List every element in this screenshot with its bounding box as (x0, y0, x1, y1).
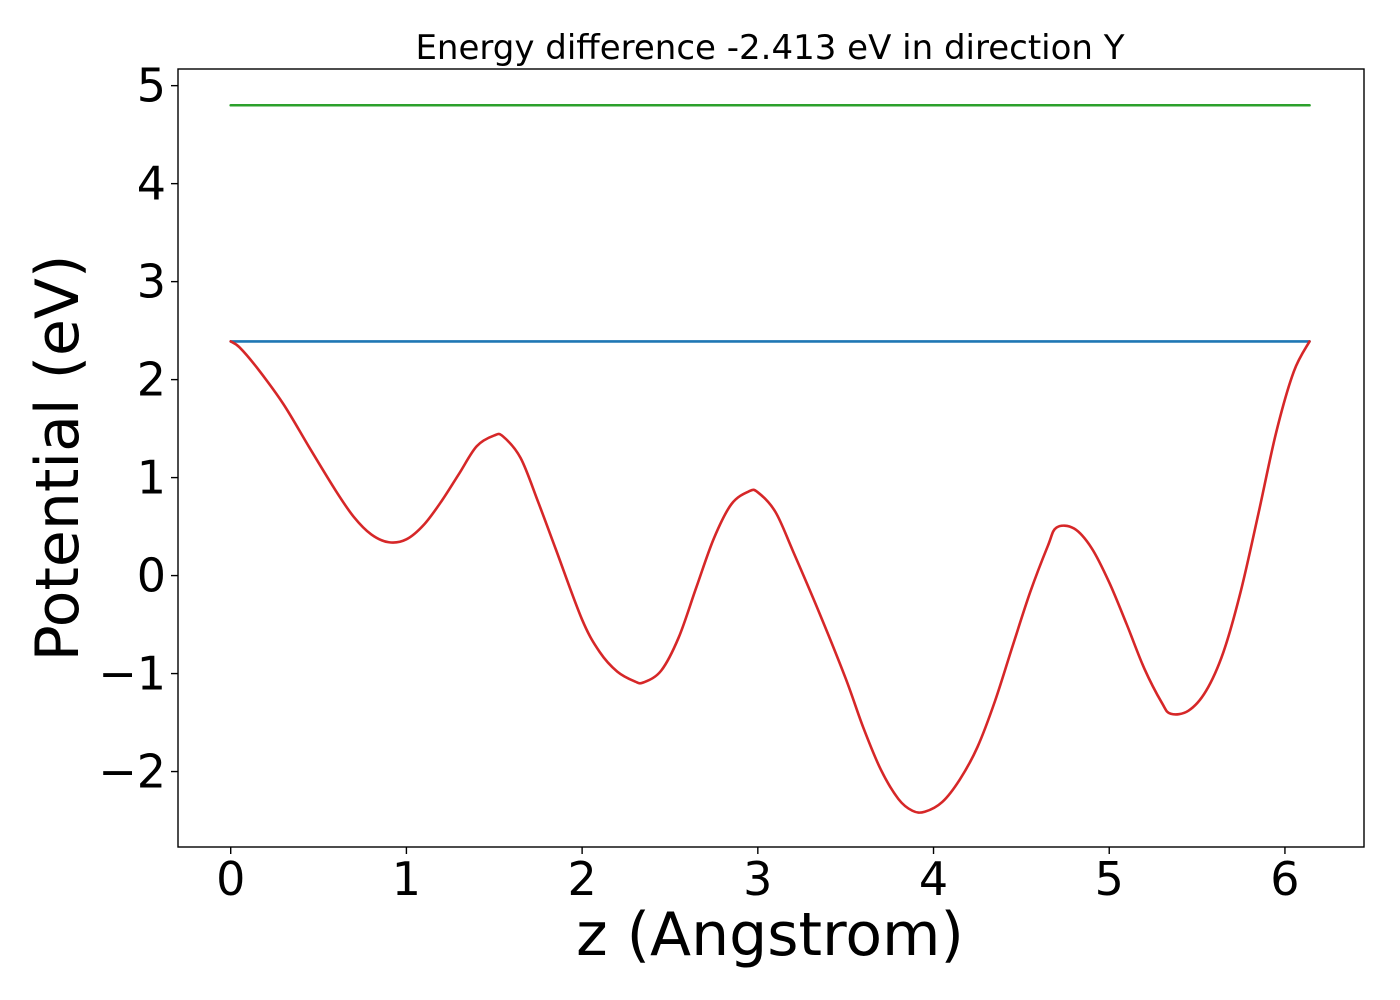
x-tick-label: 0 (216, 852, 245, 906)
chart-title: Energy difference -2.413 eV in direction… (415, 28, 1124, 68)
x-tick-label: 5 (1095, 852, 1124, 906)
y-tick-label: −1 (98, 647, 166, 701)
x-tick-label: 6 (1270, 852, 1299, 906)
x-axis-ticks: 0 1 2 3 4 5 6 (216, 847, 1300, 906)
y-axis-label: Potential (eV) (23, 255, 93, 662)
y-tick-label: 0 (137, 549, 166, 603)
x-axis-label: z (Angstrom) (576, 900, 964, 970)
x-tick-label: 2 (567, 852, 596, 906)
y-tick-label: 1 (137, 451, 166, 505)
y-tick-label: 3 (137, 255, 166, 309)
plot-area-frame (177, 68, 1365, 848)
x-tick-label: 4 (919, 852, 948, 906)
y-tick-label: −2 (98, 745, 166, 799)
y-tick-label: 5 (137, 59, 166, 113)
y-tick-label: 2 (137, 353, 166, 407)
x-tick-label: 1 (392, 852, 421, 906)
x-tick-label: 3 (743, 852, 772, 906)
series-line-2 (229, 340, 1311, 814)
series-layer (229, 103, 1311, 814)
y-axis-ticks: −2 −1 0 1 2 3 4 5 (98, 59, 178, 799)
y-tick-label: 4 (137, 157, 166, 211)
